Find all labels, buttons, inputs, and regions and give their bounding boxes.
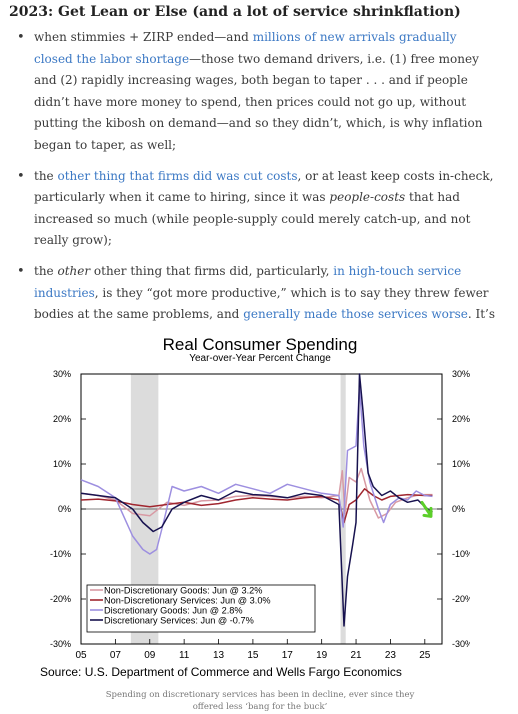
legend-label: Non-Discretionary Services: Jun @ 3.0% (104, 596, 271, 606)
x-tick-label: 09 (144, 650, 156, 661)
x-tick-label: 19 (316, 650, 328, 661)
x-tick-label: 15 (247, 650, 259, 661)
chart-subtitle: Year-over-Year Percent Change (189, 353, 331, 364)
y-tick-label: -20% (50, 594, 71, 604)
y-tick-label: -10% (50, 549, 71, 559)
text-run: —those two demand drivers, i.e. (1) free… (34, 51, 483, 152)
x-tick-label: 21 (350, 650, 362, 661)
plot-area: 30% 30% 20% 20% 10% 10% 0% 0% -10% -10% -20% -20% -3… (50, 369, 473, 661)
bullet-dot: • (17, 168, 25, 184)
chart-figure: Real Consumer Spending Year-over-Year Pe… (24, 327, 473, 682)
y-tick-label: -30% (50, 639, 71, 649)
chart-svg: Real Consumer Spending Year-over-Year Pe… (24, 327, 473, 682)
x-tick-label: 07 (110, 650, 122, 661)
bullet-item: • when stimmies + ZIRP ended—and millions… (14, 27, 499, 157)
y-tick-label: 30% (53, 369, 71, 379)
y-tick-label-right: 30% (452, 369, 470, 379)
text-run: the (34, 168, 58, 183)
inline-link[interactable]: in high-touch service industries (34, 263, 462, 300)
inline-link[interactable]: other thing that firms did was cut costs (57, 168, 298, 183)
text-run: , is they “got more productive,” which i… (34, 285, 489, 322)
series-line (80, 467, 433, 519)
emphasis-text: other (57, 263, 91, 278)
bullet-item: • the other thing that firms did was cut … (14, 166, 499, 252)
x-tick-label: 13 (213, 650, 225, 661)
text-run: , or at least keep costs in-check, parti… (34, 168, 494, 205)
arrow-head (422, 506, 433, 518)
y-tick-label-right: -20% (452, 594, 470, 604)
y-tick-label-right: 0% (452, 504, 465, 514)
x-tick-label: 23 (385, 650, 397, 661)
bullet-list: • when stimmies + ZIRP ended—and millions… (14, 27, 499, 378)
y-tick-label-right: -30% (452, 639, 470, 649)
chart-title: Real Consumer Spending (163, 335, 358, 354)
inline-link[interactable]: generally made those services worse (243, 307, 468, 322)
emphasis-text: people-costs (329, 190, 406, 205)
series-line (80, 488, 433, 524)
text-run: the (34, 263, 58, 278)
arrow-annotation (420, 500, 432, 516)
bullet-dot: • (17, 263, 25, 279)
y-tick-label: 10% (53, 459, 71, 469)
text-run: when stimmies + ZIRP ended—and (34, 30, 253, 44)
text-run: that had increased so much (while people… (34, 190, 471, 248)
text-run: other thing that firms did, particularly… (90, 263, 334, 278)
legend-label: Discretionary Goods: Jun @ 2.8% (104, 606, 243, 616)
legend-box (86, 584, 316, 633)
figure-caption: Spending on discretionary services has b… (105, 690, 415, 712)
y-tick-label-right: 10% (452, 459, 470, 469)
legend-label: Non-Discretionary Goods: Jun @ 3.2% (104, 586, 262, 596)
series-line (80, 386, 433, 555)
x-tick-label: 05 (75, 650, 87, 661)
series-line (80, 373, 433, 627)
inline-link[interactable]: millions of new arrivals gradually close… (34, 30, 457, 66)
section-heading: 2023: Get Lean or Else (and a lot of ser… (9, 4, 461, 20)
chart-source: Source: U.S. Department of Commerce and … (40, 665, 402, 679)
bullet-text: the other thing that firms did was cut c… (34, 169, 493, 248)
x-tick-label: 25 (419, 650, 431, 661)
y-tick-label-right: -10% (452, 549, 470, 559)
bullet-dot: • (17, 30, 25, 45)
legend-label: Discretionary Services: Jun @ -0.7% (104, 616, 254, 626)
y-tick-label: 20% (53, 414, 71, 424)
y-tick-label: 0% (58, 504, 71, 514)
x-tick-label: 11 (179, 650, 190, 661)
x-tick-label: 17 (282, 650, 294, 661)
y-tick-label-right: 20% (452, 414, 470, 424)
bullet-text: when stimmies + ZIRP ended—and millions … (34, 30, 482, 152)
